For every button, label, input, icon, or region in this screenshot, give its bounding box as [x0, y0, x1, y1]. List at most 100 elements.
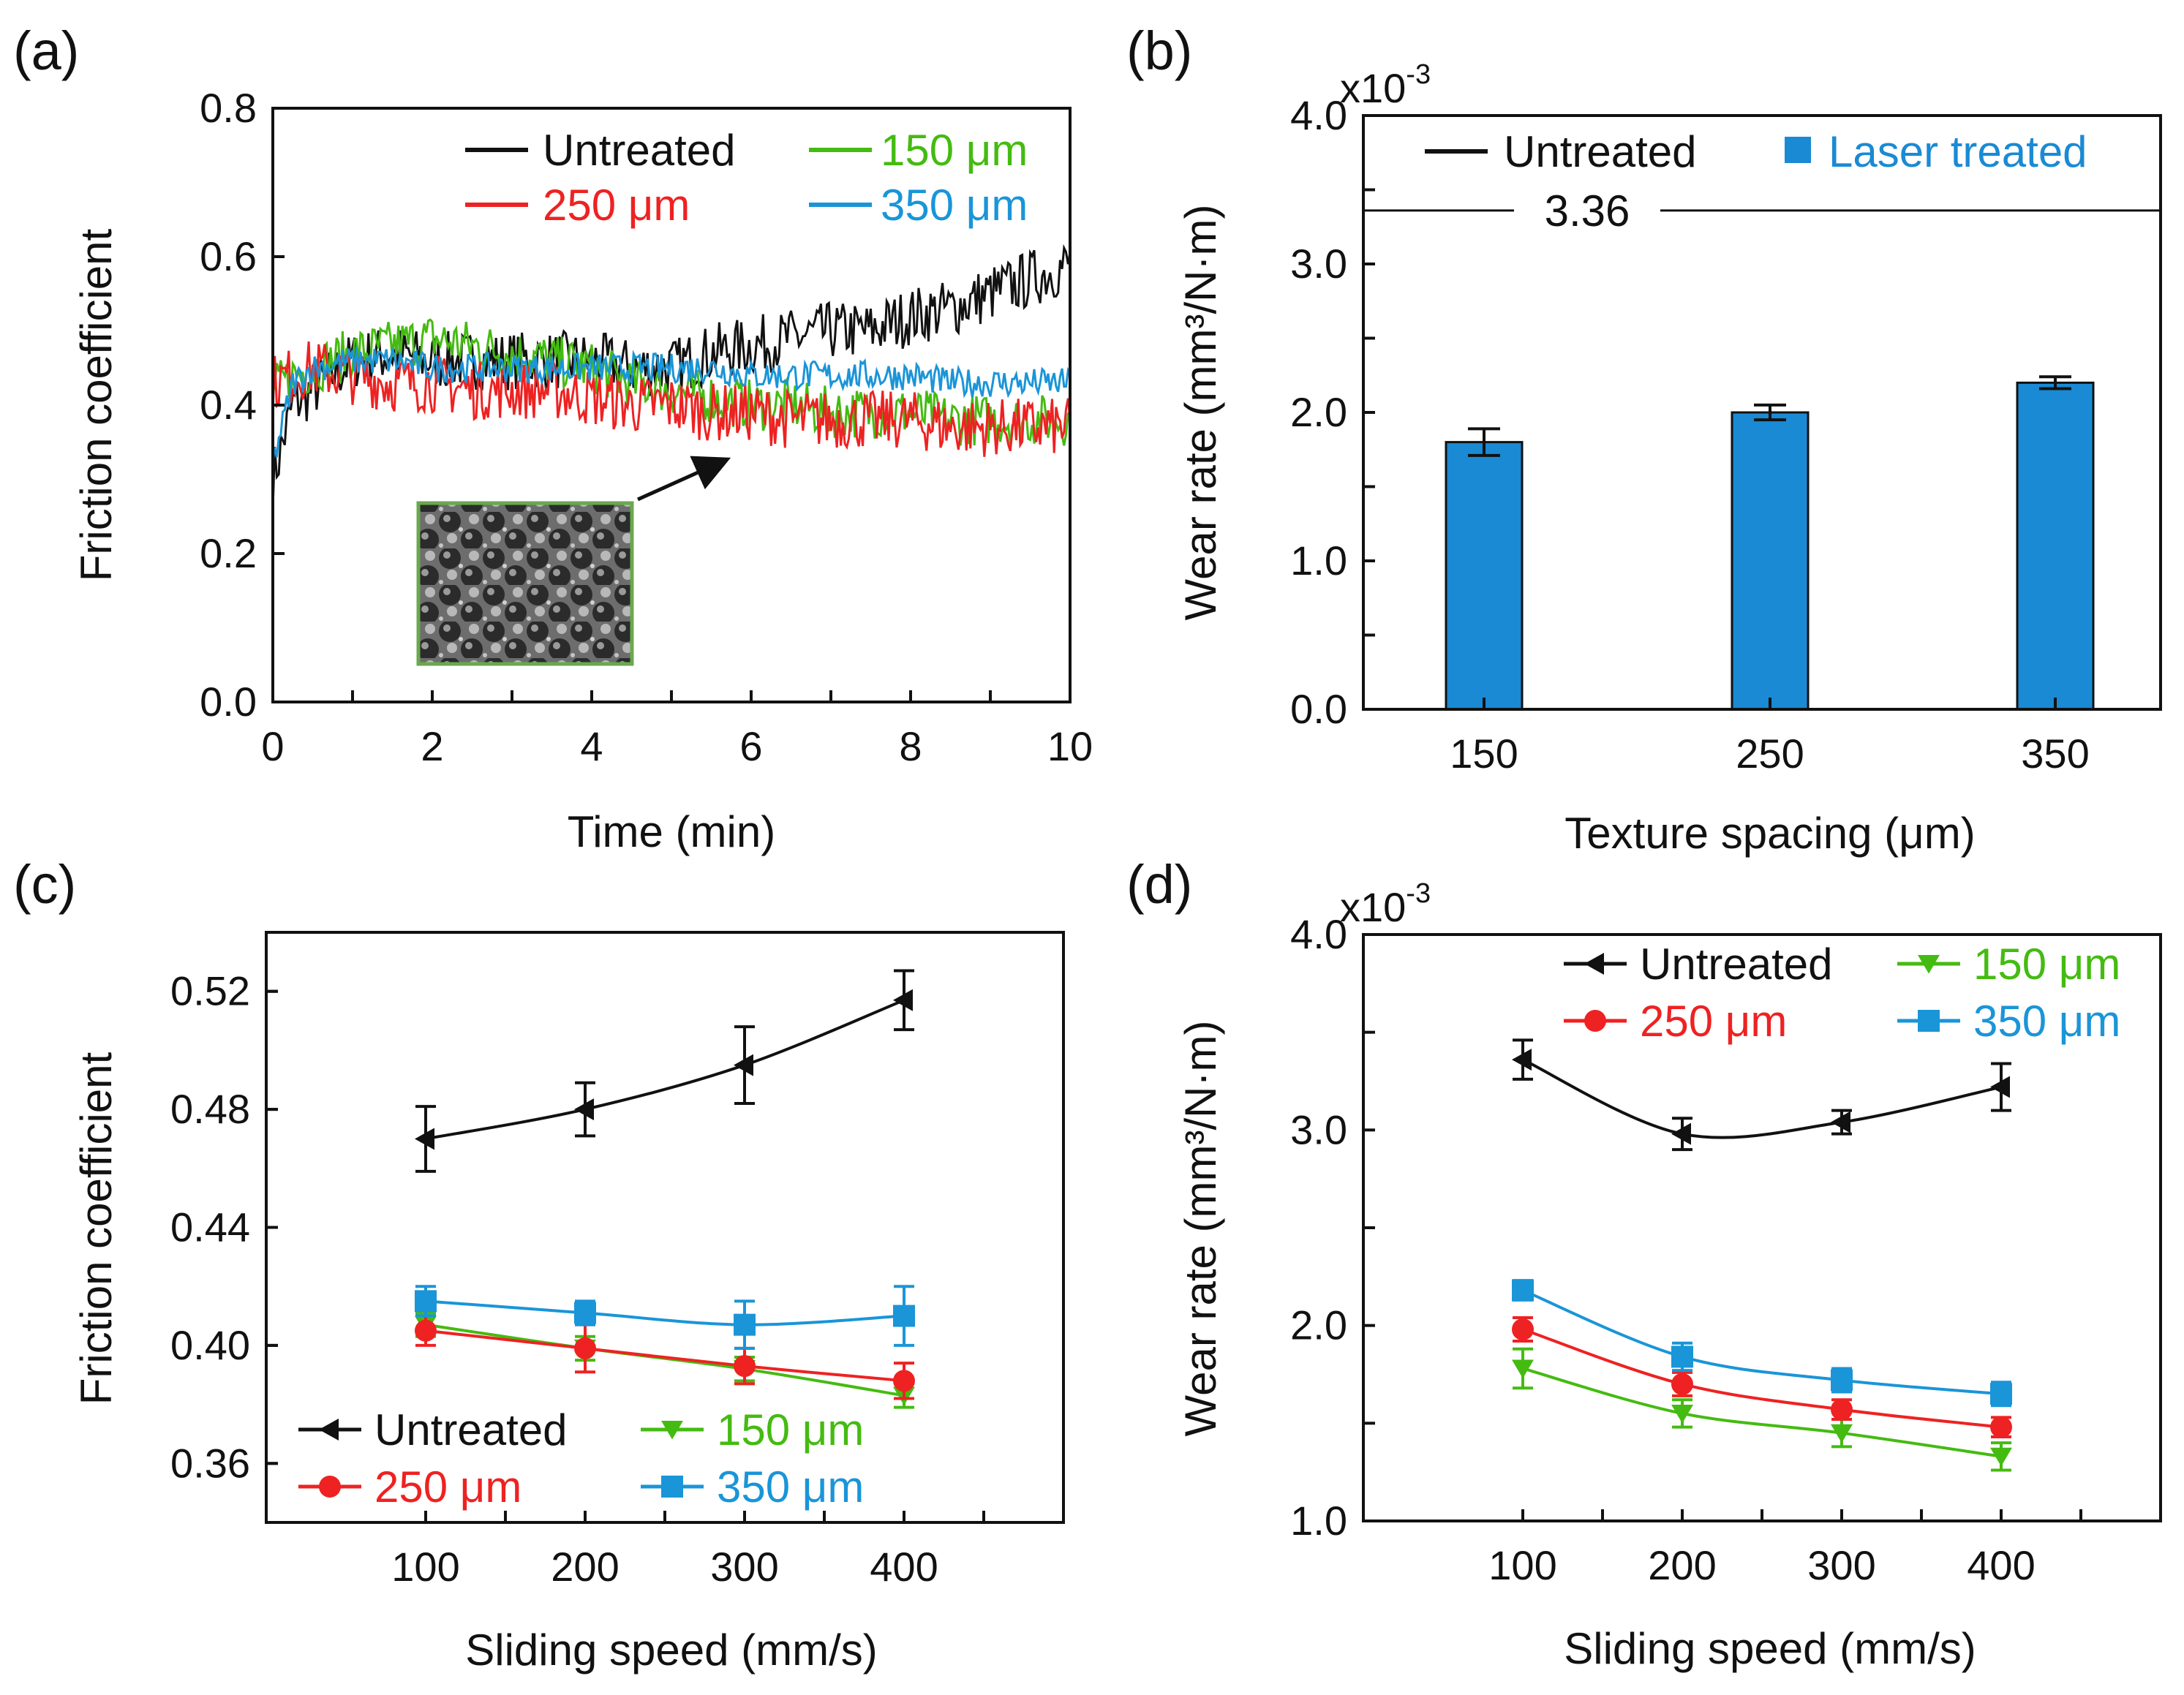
a-xtick-label-1: 2: [421, 723, 443, 769]
ref-line-label: 3.36: [1545, 186, 1630, 235]
legend-c-3-marker: [661, 1476, 683, 1498]
bar-150: [1445, 441, 1524, 711]
legend-c-2-marker: [319, 1476, 341, 1498]
point-d-2-2: [1831, 1398, 1853, 1421]
a-xtick-label-0: 0: [261, 723, 284, 769]
panel-d-axes: 100 200 300 400 1.0 2.0 3.0 4.0: [1290, 911, 2082, 1588]
legend-d-2-label: 250 μm: [1640, 997, 1787, 1046]
legend-d-1-marker: [1918, 955, 1940, 974]
a-xtick-label-3: 6: [739, 723, 762, 769]
a-ytick-label-0: 0.0: [200, 679, 257, 725]
panel-b-xlabel: Texture spacing (μm): [1564, 809, 1975, 858]
panel-d-legend: Untreated 150 μm 250 μm 350 μm: [1564, 940, 2120, 1046]
legend-b-laser: Laser treated: [1829, 127, 2087, 176]
c-ytick-label-3: 0.48: [170, 1086, 250, 1132]
legend-d-3-marker: [1918, 1010, 1940, 1032]
c-xtick-label-3: 400: [870, 1544, 938, 1590]
panel-d-plot-area: [1512, 1038, 2012, 1472]
point-d-3-3: [1990, 1383, 2012, 1405]
legend-b-untreated: Untreated: [1504, 127, 1697, 176]
point-c-3-2: [734, 1313, 756, 1336]
point-d-2-1: [1671, 1373, 1693, 1395]
series-d-2-line: [1522, 1328, 2002, 1429]
panel-d-multiplier: x10-3: [1340, 878, 1431, 930]
point-d-2-0: [1512, 1318, 1534, 1341]
b-ytick-label-2: 2.0: [1290, 389, 1347, 435]
point-d-1-2: [1831, 1424, 1853, 1443]
point-c-2-1: [574, 1337, 596, 1359]
c-ytick-label-1: 0.40: [170, 1322, 250, 1368]
series-a-0: [271, 244, 1072, 510]
legend-a-untreated: Untreated: [543, 126, 736, 175]
b-xtick-label-1: 250: [1736, 731, 1804, 777]
series-d-1-line: [1522, 1367, 2002, 1458]
point-c-0-2: [734, 1054, 753, 1076]
legend-c-0-label: Untreated: [374, 1405, 568, 1454]
c-xtick-label-1: 200: [551, 1544, 619, 1590]
series-a-2: [271, 341, 1072, 457]
a-ytick-label-1: 0.2: [200, 530, 257, 576]
d-ytick-label-3: 4.0: [1290, 911, 1347, 957]
panel-c-legend: Untreated 150 μm 250 μm 350 μm: [298, 1405, 864, 1511]
c-ytick-label-4: 0.52: [170, 968, 250, 1014]
panel-a-xlabel: Time (min): [568, 807, 775, 856]
legend-b-laser-swatch: [1785, 137, 1811, 163]
legend-c-1-marker: [661, 1421, 683, 1440]
panel-b-axes: 150 250 350 0.0 1.0 2.0 3.0 4.0: [1290, 92, 2090, 777]
point-d-0-2: [1831, 1111, 1850, 1133]
d-ytick-label-0: 1.0: [1290, 1498, 1347, 1544]
legend-d-1-label: 150 μm: [1973, 940, 2120, 989]
legend-a-250: 250 μm: [543, 181, 690, 230]
panel-c-label: (c): [13, 854, 76, 915]
panel-d: (d) 100 200 300 400 1.0 2.0 3.0 4.0 x10-3 Slidi…: [1126, 854, 2162, 1673]
point-d-1-3: [1990, 1447, 2012, 1467]
d-xtick-label-1: 200: [1648, 1542, 1716, 1588]
series-d-3-line: [1522, 1288, 2002, 1396]
legend-d-0-marker: [1584, 953, 1604, 975]
legend-d-0-label: Untreated: [1640, 940, 1833, 989]
series-c-3-line: [425, 1299, 905, 1326]
inset-arrow: [636, 456, 731, 502]
point-c-3-0: [415, 1290, 437, 1313]
point-c-3-1: [574, 1302, 596, 1324]
point-c-0-1: [574, 1098, 594, 1121]
point-d-3-2: [1831, 1369, 1853, 1392]
legend-c-2-label: 250 μm: [374, 1462, 521, 1511]
legend-d-2-marker: [1584, 1010, 1606, 1032]
b-ytick-label-4: 4.0: [1290, 92, 1347, 138]
point-d-3-1: [1671, 1345, 1693, 1368]
legend-a-350: 350 μm: [881, 181, 1028, 230]
panel-a-label: (a): [13, 20, 79, 81]
c-ytick-label-2: 0.44: [170, 1204, 250, 1250]
a-xtick-label-2: 4: [580, 723, 603, 769]
legend-c-1-label: 150 μm: [717, 1405, 864, 1454]
panel-d-xlabel: Sliding speed (mm/s): [1564, 1624, 1976, 1673]
d-xtick-label-3: 400: [1967, 1542, 2035, 1588]
c-xtick-label-0: 100: [391, 1544, 459, 1590]
panel-c: (c) 100 200 300 400 0.36 0.40 0.44 0.48 0.52 Sli…: [13, 854, 1065, 1675]
point-d-3-0: [1512, 1279, 1534, 1302]
panel-b-multiplier: x10-3: [1340, 59, 1431, 111]
panel-a-ylabel: Friction coefficient: [72, 228, 121, 581]
bar-350: [2016, 381, 2095, 711]
a-ytick-label-2: 0.4: [200, 382, 257, 428]
panel-c-xlabel: Sliding speed (mm/s): [465, 1626, 878, 1675]
legend-a-150: 150 μm: [881, 126, 1028, 175]
legend-c-0-marker: [319, 1419, 339, 1441]
panel-a-legend: Untreated 150 μm 250 μm 350 μm: [465, 126, 1028, 230]
series-d-0-line: [1522, 1058, 2002, 1139]
d-ytick-label-2: 3.0: [1290, 1106, 1347, 1152]
d-xtick-label-0: 100: [1488, 1542, 1556, 1588]
d-ytick-label-1: 2.0: [1290, 1302, 1347, 1348]
series-c-0-line: [425, 998, 905, 1141]
a-xtick-label-5: 10: [1047, 723, 1093, 769]
a-ytick-label-3: 0.6: [200, 233, 257, 279]
bar-250: [1731, 411, 1810, 711]
point-c-0-0: [415, 1128, 434, 1150]
point-c-2-0: [415, 1319, 437, 1342]
panel-c-axes: 100 200 300 400 0.36 0.40 0.44 0.48 0.52: [170, 968, 985, 1590]
panel-b-label: (b): [1126, 20, 1192, 81]
legend-d-3-label: 350 μm: [1973, 997, 2120, 1046]
point-c-0-3: [893, 989, 913, 1011]
